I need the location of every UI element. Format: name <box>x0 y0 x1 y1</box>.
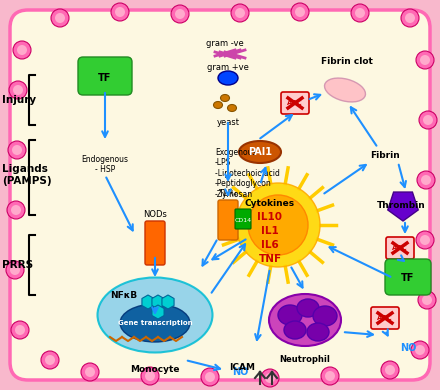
Circle shape <box>321 367 339 385</box>
Text: IL10: IL10 <box>257 212 282 222</box>
Ellipse shape <box>313 306 337 326</box>
Text: Neutrophil: Neutrophil <box>279 356 330 365</box>
Text: IL6: IL6 <box>261 240 279 250</box>
Circle shape <box>13 41 31 59</box>
Circle shape <box>265 373 275 383</box>
Circle shape <box>423 115 433 125</box>
FancyBboxPatch shape <box>218 200 238 240</box>
Circle shape <box>235 8 245 18</box>
Ellipse shape <box>218 71 238 85</box>
Text: TF: TF <box>401 273 414 283</box>
Circle shape <box>85 367 95 377</box>
Text: Cytokines: Cytokines <box>245 199 295 207</box>
Text: NFκB: NFκB <box>110 291 137 300</box>
Circle shape <box>145 371 155 381</box>
Text: gram +ve: gram +ve <box>207 63 249 72</box>
Circle shape <box>45 355 55 365</box>
Circle shape <box>8 141 26 159</box>
Text: Fibrin clot: Fibrin clot <box>321 57 373 67</box>
Text: TF: TF <box>98 73 112 83</box>
Circle shape <box>115 7 125 17</box>
Text: Fibrin: Fibrin <box>370 151 400 160</box>
Circle shape <box>51 9 69 27</box>
Text: NODs: NODs <box>143 210 167 219</box>
Circle shape <box>12 145 22 155</box>
Ellipse shape <box>239 141 281 163</box>
Circle shape <box>381 361 399 379</box>
Circle shape <box>111 3 129 21</box>
FancyBboxPatch shape <box>371 307 399 329</box>
Ellipse shape <box>325 78 366 102</box>
Circle shape <box>10 265 20 275</box>
FancyBboxPatch shape <box>235 209 251 229</box>
Circle shape <box>416 231 434 249</box>
Circle shape <box>9 81 27 99</box>
Text: NO: NO <box>400 343 416 353</box>
FancyBboxPatch shape <box>281 92 309 114</box>
Circle shape <box>420 55 430 65</box>
Ellipse shape <box>297 299 319 317</box>
Text: yeast: yeast <box>216 118 239 127</box>
Circle shape <box>419 111 437 129</box>
Ellipse shape <box>248 195 308 255</box>
Circle shape <box>11 205 21 215</box>
Text: Ligands
(PAMPS): Ligands (PAMPS) <box>2 164 51 186</box>
Circle shape <box>295 7 305 17</box>
Circle shape <box>411 341 429 359</box>
Circle shape <box>15 325 25 335</box>
Circle shape <box>261 369 279 387</box>
Text: APC: APC <box>392 245 408 251</box>
Ellipse shape <box>213 101 223 108</box>
Ellipse shape <box>278 305 302 325</box>
Text: TNF: TNF <box>258 254 282 264</box>
FancyBboxPatch shape <box>78 57 132 95</box>
Text: PRRS: PRRS <box>2 260 33 270</box>
Ellipse shape <box>120 304 190 342</box>
Text: PAI1: PAI1 <box>248 147 272 157</box>
Circle shape <box>420 235 430 245</box>
Circle shape <box>351 4 369 22</box>
Circle shape <box>141 367 159 385</box>
Text: CD14: CD14 <box>235 218 252 223</box>
Circle shape <box>11 321 29 339</box>
Circle shape <box>401 9 419 27</box>
Circle shape <box>205 372 215 382</box>
Text: gram -ve: gram -ve <box>206 39 244 48</box>
Circle shape <box>405 13 415 23</box>
Circle shape <box>41 351 59 369</box>
Circle shape <box>355 8 365 18</box>
Ellipse shape <box>236 183 320 267</box>
FancyBboxPatch shape <box>385 259 431 295</box>
Text: TLR₄: TLR₄ <box>219 189 238 198</box>
Circle shape <box>291 3 309 21</box>
Text: Thrombin: Thrombin <box>377 200 426 209</box>
Circle shape <box>81 363 99 381</box>
Text: APC: APC <box>287 100 303 106</box>
Ellipse shape <box>284 321 306 339</box>
Text: Injury: Injury <box>2 95 36 105</box>
Text: Monocyte: Monocyte <box>130 365 180 374</box>
Circle shape <box>201 368 219 386</box>
Text: Endogenous
- HSP: Endogenous - HSP <box>81 155 128 174</box>
Circle shape <box>421 175 431 185</box>
Circle shape <box>231 4 249 22</box>
Text: Exogenous
-LPS
-Lipotechoic acid
-Peptidoglycon
-Zymosan: Exogenous -LPS -Lipotechoic acid -Peptid… <box>215 148 280 199</box>
FancyBboxPatch shape <box>386 237 414 259</box>
Circle shape <box>6 261 24 279</box>
Ellipse shape <box>269 294 341 346</box>
Ellipse shape <box>307 323 329 341</box>
Text: NO: NO <box>232 367 248 377</box>
Circle shape <box>55 13 65 23</box>
Circle shape <box>417 171 435 189</box>
Text: APC: APC <box>377 315 393 321</box>
Circle shape <box>415 345 425 355</box>
Circle shape <box>325 371 335 381</box>
Circle shape <box>422 295 432 305</box>
Ellipse shape <box>220 94 230 101</box>
FancyBboxPatch shape <box>145 221 165 265</box>
Circle shape <box>17 45 27 55</box>
Circle shape <box>13 85 23 95</box>
Text: IL1: IL1 <box>261 226 279 236</box>
Circle shape <box>171 5 189 23</box>
